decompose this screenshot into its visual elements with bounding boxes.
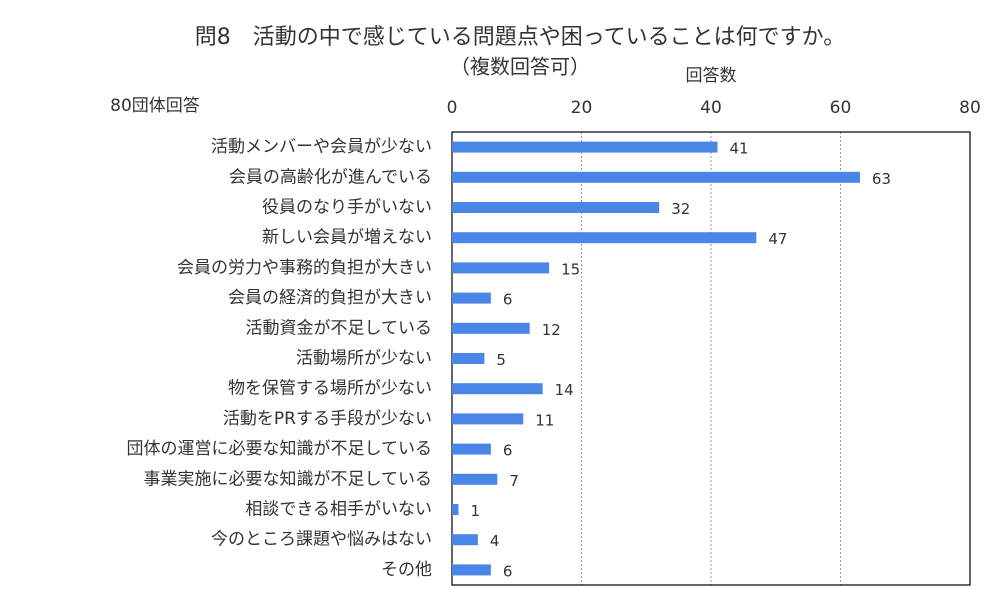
value-label: 5 bbox=[496, 351, 506, 369]
bar bbox=[452, 322, 530, 334]
value-label: 32 bbox=[671, 200, 690, 218]
y-tick-label: 新しい会員が増えない bbox=[262, 228, 432, 248]
value-label: 11 bbox=[535, 411, 554, 429]
value-label: 47 bbox=[768, 230, 787, 248]
bar bbox=[452, 353, 485, 364]
x-tick-label: 40 bbox=[700, 98, 722, 118]
bar bbox=[452, 504, 459, 515]
bar bbox=[452, 202, 660, 213]
y-tick-label: 会員の経済的負担が大きい bbox=[228, 288, 432, 308]
x-tick-label: 20 bbox=[571, 98, 593, 118]
x-tick-label: 80 bbox=[959, 98, 981, 118]
bar bbox=[452, 534, 478, 546]
chart-subtitle: （複数回答可） bbox=[450, 55, 590, 79]
y-tick-label: 活動をPRする手段が少ない bbox=[223, 409, 432, 429]
value-label: 7 bbox=[509, 472, 519, 490]
y-tick-label: 活動資金が不足している bbox=[246, 318, 433, 338]
value-label: 12 bbox=[542, 321, 561, 339]
value-label: 6 bbox=[503, 562, 513, 580]
bar bbox=[452, 443, 491, 455]
x-tick-label: 0 bbox=[447, 98, 458, 118]
value-label: 63 bbox=[872, 170, 891, 188]
y-tick-label: 活動場所が少ない bbox=[296, 349, 432, 369]
bar bbox=[452, 171, 860, 183]
bar bbox=[452, 383, 543, 395]
x-axis-label: 回答数 bbox=[686, 66, 737, 86]
y-tick-label: 事業実施に必要な知識が不足している bbox=[144, 469, 433, 489]
note: 80団体回答 bbox=[110, 96, 200, 116]
value-label: 4 bbox=[490, 532, 500, 550]
bar bbox=[452, 232, 757, 244]
y-tick-label: 相談できる相手がいない bbox=[245, 500, 432, 520]
bar bbox=[452, 141, 718, 153]
x-tick-label: 60 bbox=[830, 98, 852, 118]
y-tick-label: 会員の労力や事務的負担が大きい bbox=[177, 258, 432, 278]
bar bbox=[452, 564, 491, 576]
value-label: 1 bbox=[470, 502, 480, 520]
bar bbox=[452, 413, 524, 425]
y-tick-label: 今のところ課題や悩みはない bbox=[211, 530, 432, 550]
y-tick-label: 物を保管する場所が少ない bbox=[228, 379, 432, 399]
value-label: 6 bbox=[503, 442, 513, 460]
bar bbox=[452, 473, 498, 485]
value-label: 14 bbox=[555, 381, 574, 399]
y-tick-label: 役員のなり手がいない bbox=[262, 198, 432, 218]
y-tick-label: 会員の高齢化が進んでいる bbox=[229, 167, 432, 187]
value-label: 6 bbox=[503, 291, 513, 309]
chart-title: 問8 活動の中で感じている問題点や困っていることは何ですか。 bbox=[195, 25, 845, 50]
value-label: 41 bbox=[729, 140, 748, 158]
y-tick-label: その他 bbox=[381, 560, 432, 580]
bar bbox=[452, 292, 491, 304]
y-tick-label: 活動メンバーや会員が少ない bbox=[211, 137, 432, 157]
y-tick-label: 団体の運営に必要な知識が不足している bbox=[127, 439, 433, 459]
value-label: 15 bbox=[561, 260, 580, 278]
bar bbox=[452, 262, 550, 274]
